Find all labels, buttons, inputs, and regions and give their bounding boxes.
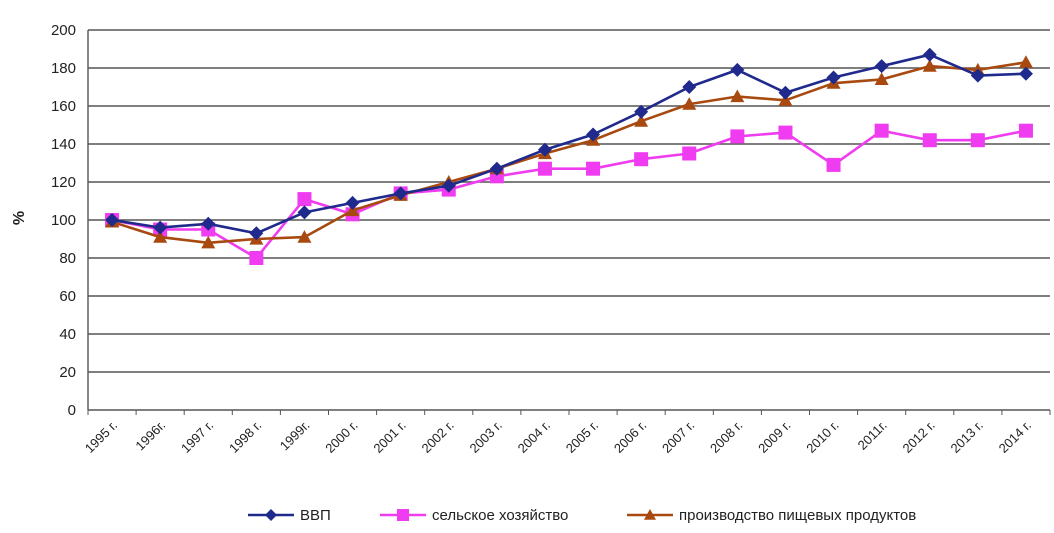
data-point-marker: [730, 89, 745, 103]
data-point-marker: [634, 104, 649, 119]
x-tick-label: 2004 г.: [515, 418, 553, 456]
data-point-marker: [730, 62, 745, 77]
x-tick-label: 2005 г.: [563, 418, 601, 456]
x-tick-label: 2001 г.: [370, 418, 408, 456]
x-tick-label: 1995 г.: [82, 418, 120, 456]
data-point-marker: [922, 59, 937, 72]
data-point-marker: [634, 114, 649, 127]
series-line: [111, 53, 1027, 235]
data-point-marker: [297, 230, 312, 243]
data-point-marker: [874, 72, 889, 85]
series-1: [105, 123, 1033, 265]
data-point-marker: [874, 59, 889, 74]
data-point-marker: [970, 68, 985, 83]
data-point-marker: [489, 161, 504, 176]
series-0: [105, 47, 1033, 241]
x-tick-label: 2007 г.: [659, 418, 697, 456]
y-tick-label: 200: [51, 22, 76, 39]
data-point-marker: [730, 129, 745, 144]
data-point-marker: [397, 509, 409, 521]
x-tick-label: 2013 г.: [948, 418, 986, 456]
data-point-marker: [153, 230, 168, 243]
data-point-marker: [393, 186, 408, 201]
series-line: [111, 129, 1027, 260]
series-group: [105, 47, 1033, 265]
series-line: [111, 61, 1027, 245]
y-tick-label: 80: [59, 250, 76, 267]
data-point-marker: [682, 80, 697, 94]
data-point-marker: [249, 226, 264, 241]
x-tick-label: 2006 г.: [611, 418, 649, 456]
x-tick-label: 2012 г.: [899, 418, 937, 456]
x-tick-label: 2008 г.: [707, 418, 745, 456]
x-tick-label: 1999г.: [277, 418, 313, 454]
y-tick-label: 120: [51, 174, 76, 191]
data-point-marker: [826, 157, 841, 172]
data-point-marker: [922, 133, 937, 148]
data-point-marker: [1018, 55, 1033, 68]
data-point-marker: [586, 127, 601, 142]
data-point-marker: [153, 220, 168, 235]
axes: [87, 30, 1051, 415]
gridlines: [88, 29, 1050, 373]
data-point-marker: [297, 205, 312, 220]
legend-label: производство пищевых продуктов: [679, 507, 916, 524]
legend: ВВП сельское хозяйство производство пищевы…: [248, 507, 916, 524]
y-tick-label: 160: [51, 98, 76, 115]
legend-item: ВВП: [248, 507, 331, 524]
data-point-marker: [922, 47, 937, 62]
data-point-marker: [441, 178, 456, 193]
y-tick-label: 60: [59, 288, 76, 305]
x-tick-label: 1998 г.: [226, 418, 264, 456]
data-point-marker: [826, 70, 841, 85]
data-point-marker: [586, 161, 601, 176]
data-point-marker: [249, 251, 264, 265]
y-axis-ticks: 0 20 40 60 80 100 120 140 160 180 200: [51, 22, 76, 419]
data-point-marker: [778, 85, 793, 100]
x-axis-ticks: 1995 г. 1996г. 1997 г. 1998 г. 1999г. 2000 г.…: [82, 418, 1034, 456]
data-point-marker: [537, 142, 552, 157]
data-point-marker: [297, 192, 312, 207]
data-point-marker: [1018, 123, 1033, 138]
y-tick-label: 180: [51, 60, 76, 77]
data-point-marker: [105, 213, 120, 227]
x-tick-label: 2014 г.: [996, 418, 1034, 456]
data-point-marker: [874, 123, 889, 138]
data-point-marker: [970, 133, 985, 148]
y-tick-label: 0: [68, 402, 76, 419]
x-tick-label: 2000 г.: [322, 418, 360, 456]
data-point-marker: [1018, 66, 1033, 81]
legend-label: ВВП: [300, 507, 331, 524]
x-tick-label: 2002 г.: [418, 418, 456, 456]
x-tick-label: 2009 г.: [755, 418, 793, 456]
data-point-marker: [682, 146, 697, 161]
data-point-marker: [345, 195, 360, 210]
legend-item: сельское хозяйство: [380, 507, 568, 524]
data-point-marker: [682, 97, 697, 110]
x-tick-label: 1996г.: [132, 418, 168, 454]
y-tick-label: 100: [51, 212, 76, 229]
data-point-marker: [634, 152, 649, 167]
y-axis-label: %: [11, 211, 28, 225]
y-tick-label: 40: [59, 326, 76, 343]
legend-label: сельское хозяйство: [432, 507, 568, 524]
x-tick-label: 2010 г.: [803, 418, 841, 456]
data-point-marker: [644, 509, 656, 520]
data-point-marker: [778, 125, 793, 140]
legend-item: производство пищевых продуктов: [627, 507, 916, 524]
x-tick-label: 2011г.: [855, 418, 890, 453]
data-point-marker: [537, 161, 552, 176]
data-point-marker: [201, 235, 216, 249]
x-tick-label: 2003 г.: [467, 418, 505, 456]
data-point-marker: [201, 216, 216, 231]
data-point-marker: [265, 509, 277, 521]
y-tick-label: 20: [59, 364, 76, 381]
x-tick-label: 1997 г.: [178, 418, 216, 456]
y-tick-label: 140: [51, 136, 76, 153]
